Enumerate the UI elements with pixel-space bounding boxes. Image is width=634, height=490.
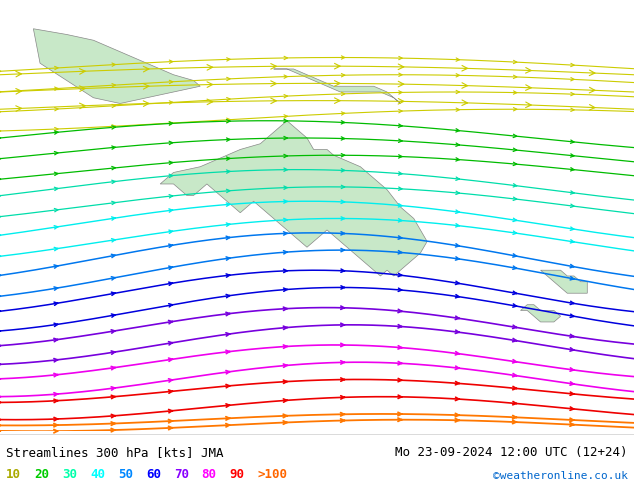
Text: >100: >100	[257, 468, 287, 481]
Polygon shape	[274, 69, 401, 103]
Text: 70: 70	[174, 468, 189, 481]
Text: 50: 50	[118, 468, 133, 481]
Polygon shape	[541, 270, 587, 293]
Text: 60: 60	[146, 468, 161, 481]
Polygon shape	[160, 121, 427, 276]
Text: ©weatheronline.co.uk: ©weatheronline.co.uk	[493, 471, 628, 481]
Polygon shape	[34, 29, 200, 103]
Text: 20: 20	[34, 468, 49, 481]
Text: 80: 80	[202, 468, 217, 481]
Text: Streamlines 300 hPa [kts] JMA: Streamlines 300 hPa [kts] JMA	[6, 446, 224, 459]
Text: Mo 23-09-2024 12:00 UTC (12+24): Mo 23-09-2024 12:00 UTC (12+24)	[395, 446, 628, 459]
Text: 10: 10	[6, 468, 22, 481]
Text: 90: 90	[230, 468, 245, 481]
Text: 40: 40	[90, 468, 105, 481]
Polygon shape	[521, 305, 560, 322]
Text: 30: 30	[62, 468, 77, 481]
